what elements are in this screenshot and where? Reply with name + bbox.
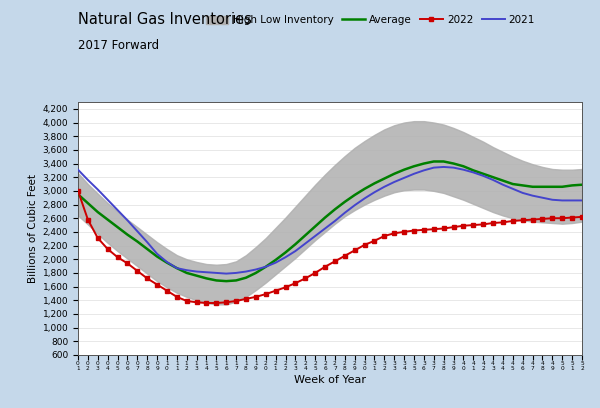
Average xyxy=(223,279,230,284)
Average xyxy=(74,192,82,197)
2021 xyxy=(351,203,358,208)
2021 xyxy=(262,264,269,269)
Line: Average: Average xyxy=(78,162,582,281)
Line: 2022: 2022 xyxy=(76,189,584,305)
Average xyxy=(322,215,329,220)
2021 xyxy=(322,226,329,231)
2022 xyxy=(578,215,586,220)
2022 xyxy=(203,301,210,306)
2022 xyxy=(114,255,121,259)
Y-axis label: Billions of Cubic Feet: Billions of Cubic Feet xyxy=(28,174,38,283)
2022 xyxy=(322,264,329,269)
Text: 2017 Forward: 2017 Forward xyxy=(78,39,159,52)
2021 xyxy=(410,171,418,176)
2021 xyxy=(114,208,121,213)
Average xyxy=(578,182,586,187)
Average xyxy=(391,171,398,176)
X-axis label: Week of Year: Week of Year xyxy=(294,375,366,385)
2022 xyxy=(410,228,418,233)
2022 xyxy=(262,292,269,297)
2021 xyxy=(391,180,398,184)
Average xyxy=(430,159,437,164)
2021 xyxy=(74,167,82,172)
2022 xyxy=(549,216,556,221)
Average xyxy=(114,225,121,230)
Average xyxy=(262,264,269,269)
Line: 2021: 2021 xyxy=(78,167,582,274)
2022 xyxy=(391,231,398,236)
2022 xyxy=(74,188,82,193)
2021 xyxy=(440,164,447,169)
Text: Natural Gas Inventories: Natural Gas Inventories xyxy=(78,12,252,27)
2021 xyxy=(223,271,230,276)
Legend: High Low Inventory, Average, 2022, 2021: High Low Inventory, Average, 2022, 2021 xyxy=(202,11,539,29)
Average xyxy=(410,164,418,169)
Average xyxy=(351,193,358,197)
2021 xyxy=(578,198,586,203)
